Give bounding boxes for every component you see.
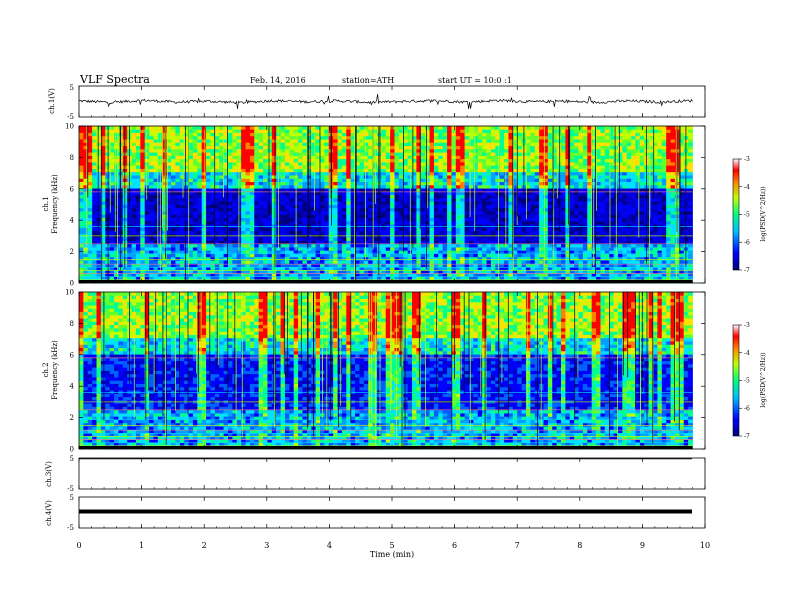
x-tick-label: 4 [327,541,332,550]
x-tick-label: 5 [389,541,394,550]
time-axis: 0 1 2 3 4 5 6 7 8 9 10 [76,86,710,550]
ch3-waveform-panel: 5 -5 ch.3(V) [45,455,706,493]
header-station: station=ATH [342,76,394,85]
x-tick-label: 9 [640,541,645,550]
ch1-spec-ytick: 8 [70,154,74,162]
ch4-waveform-panel: 5 -5 ch.4(V) [45,494,706,532]
ch2-colorbar: -3 -4 -5 -6 -7 log(PSD(V^2/Hz)) [732,322,767,440]
ch1-spec-ytick: 0 [70,280,74,288]
ch1-ytick-bottom: -5 [67,113,74,121]
ch4-ylabel: ch.4(V) [45,500,53,526]
ch3-ytick-bottom: -5 [67,485,74,493]
ch2-spec-ytick: 4 [70,383,75,391]
ch1-spec-ytick: 2 [70,248,74,256]
colorbar-tick: -4 [744,184,750,191]
ch4-waveform-band [79,509,692,514]
x-tick-label: 8 [577,541,582,550]
ch2-spec-ytick: 8 [70,320,74,328]
ch2-spec-ytick: 2 [70,414,74,422]
ch1-spectrogram-panel: 0 2 4 6 8 10 ch.1 Frequency (kHz) [42,123,706,288]
ch1-spec-ytick: 10 [65,123,74,131]
colorbar-tick: -5 [744,212,750,219]
ch2-spec-ylabel: ch.2 [42,362,50,377]
ch1-spec-ytick: 6 [70,185,75,193]
ch4-ytick-top: 5 [70,494,74,502]
ch1-waveform-line [78,94,693,110]
ch1-waveform-panel: 5 -5 ch.1(V) [48,84,706,121]
ch1-ylabel: ch.1(V) [48,88,56,114]
ch1-spec-ytick: 4 [70,217,75,225]
ch2-spectrogram-image [79,292,693,450]
x-tick-label: 0 [76,541,81,550]
ch1-colorbar-label: log(PSD(V^2/Hz)) [760,186,767,241]
ch4-ytick-bottom: -5 [67,524,74,532]
ch1-ytick-top: 5 [70,84,74,92]
ch1-spectrogram-image [78,126,693,284]
ch2-spec-ytick: 6 [70,351,75,359]
colorbar-tick: -5 [744,378,750,385]
ch1-spec-ylabel: ch.1 [42,196,50,211]
ch2-spec-ylabel-frequency: Frequency (kHz) [51,340,59,400]
figure-title: VLF Spectra [79,73,150,86]
colorbar-tick: -3 [744,322,750,329]
colorbar-tick: -7 [744,433,750,440]
colorbar-tick: -7 [744,267,750,274]
x-tick-label: 1 [139,541,144,550]
header-date: Feb. 14, 2016 [250,76,306,85]
colorbar-tick: -3 [744,156,750,163]
x-tick-label: 7 [515,541,520,550]
ch2-spectrogram-panel: 0 2 4 6 8 10 ch.2 Frequency (kHz) [42,289,706,454]
x-axis-label: Time (min) [370,550,414,559]
colorbar-tick: -6 [744,239,750,246]
ch2-spec-ytick: 0 [70,446,74,454]
x-tick-label: 6 [452,541,457,550]
x-tick-label: 2 [202,541,207,550]
ch2-spec-ytick: 10 [65,289,74,297]
colorbar-tick: -4 [744,350,750,357]
ch3-ytick-top: 5 [70,455,74,463]
colorbar-tick: -6 [744,405,750,412]
header-start-time: start UT = 10:0 :1 [438,76,512,85]
x-tick-label: 10 [700,541,710,550]
ch1-spec-ylabel-frequency: Frequency (kHz) [51,174,59,234]
ch1-colorbar: -3 -4 -5 -6 -7 log(PSD(V^2/Hz)) [732,156,767,274]
ch3-ylabel: ch.3(V) [45,461,53,487]
ch2-colorbar-label: log(PSD(V^2/Hz)) [760,352,767,407]
x-tick-label: 3 [264,541,269,550]
